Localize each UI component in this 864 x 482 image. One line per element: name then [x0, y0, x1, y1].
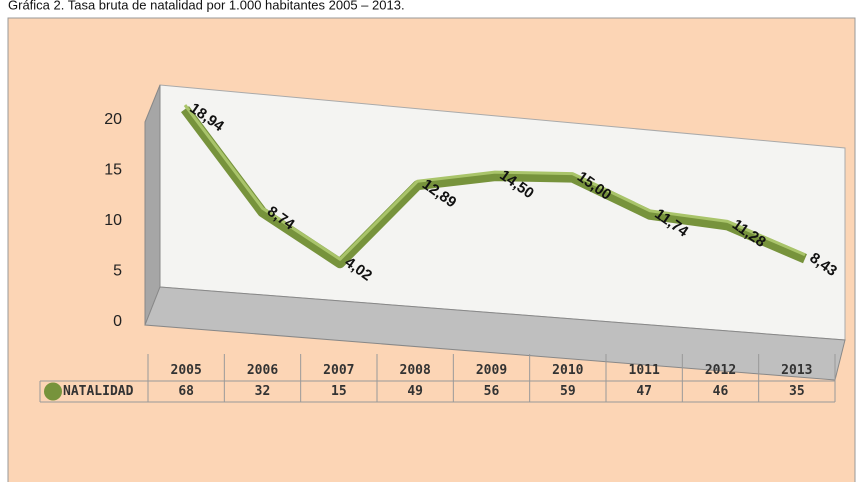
table-value: 47 — [636, 384, 652, 399]
table-value: 32 — [255, 384, 271, 399]
legend-marker — [44, 382, 62, 401]
table-value: 46 — [713, 384, 729, 399]
table-value: 35 — [789, 384, 805, 399]
table-value: 56 — [484, 384, 500, 399]
x-tick-label: 2013 — [781, 363, 812, 378]
y-tick-label: 20 — [104, 111, 122, 128]
x-tick-label: 2009 — [476, 363, 507, 378]
x-tick-label: 2012 — [705, 363, 736, 378]
y-tick-label: 0 — [113, 313, 122, 330]
x-tick-label: 2007 — [323, 363, 354, 378]
y-tick-label: 5 — [113, 263, 122, 280]
x-tick-label: 2005 — [171, 363, 202, 378]
line-series — [181, 106, 807, 269]
y-tick-label: 10 — [104, 212, 122, 229]
x-tick-label: 1011 — [629, 363, 660, 378]
y-tick-label: 15 — [104, 162, 122, 179]
table-value: 49 — [407, 384, 423, 399]
line-highlight — [183, 104, 806, 261]
side-wall — [144, 84, 161, 326]
x-tick-label: 2006 — [247, 363, 278, 378]
floor — [144, 286, 846, 381]
x-tick-label: 2010 — [552, 363, 583, 378]
table-value: 68 — [178, 384, 194, 399]
table-value: 59 — [560, 384, 576, 399]
x-tick-label: 2008 — [400, 363, 431, 378]
legend-label: NATALIDAD — [63, 384, 134, 399]
chart-title: Gráfica 2. Tasa bruta de natalidad por 1… — [8, 0, 405, 12]
table-value: 15 — [331, 384, 347, 399]
